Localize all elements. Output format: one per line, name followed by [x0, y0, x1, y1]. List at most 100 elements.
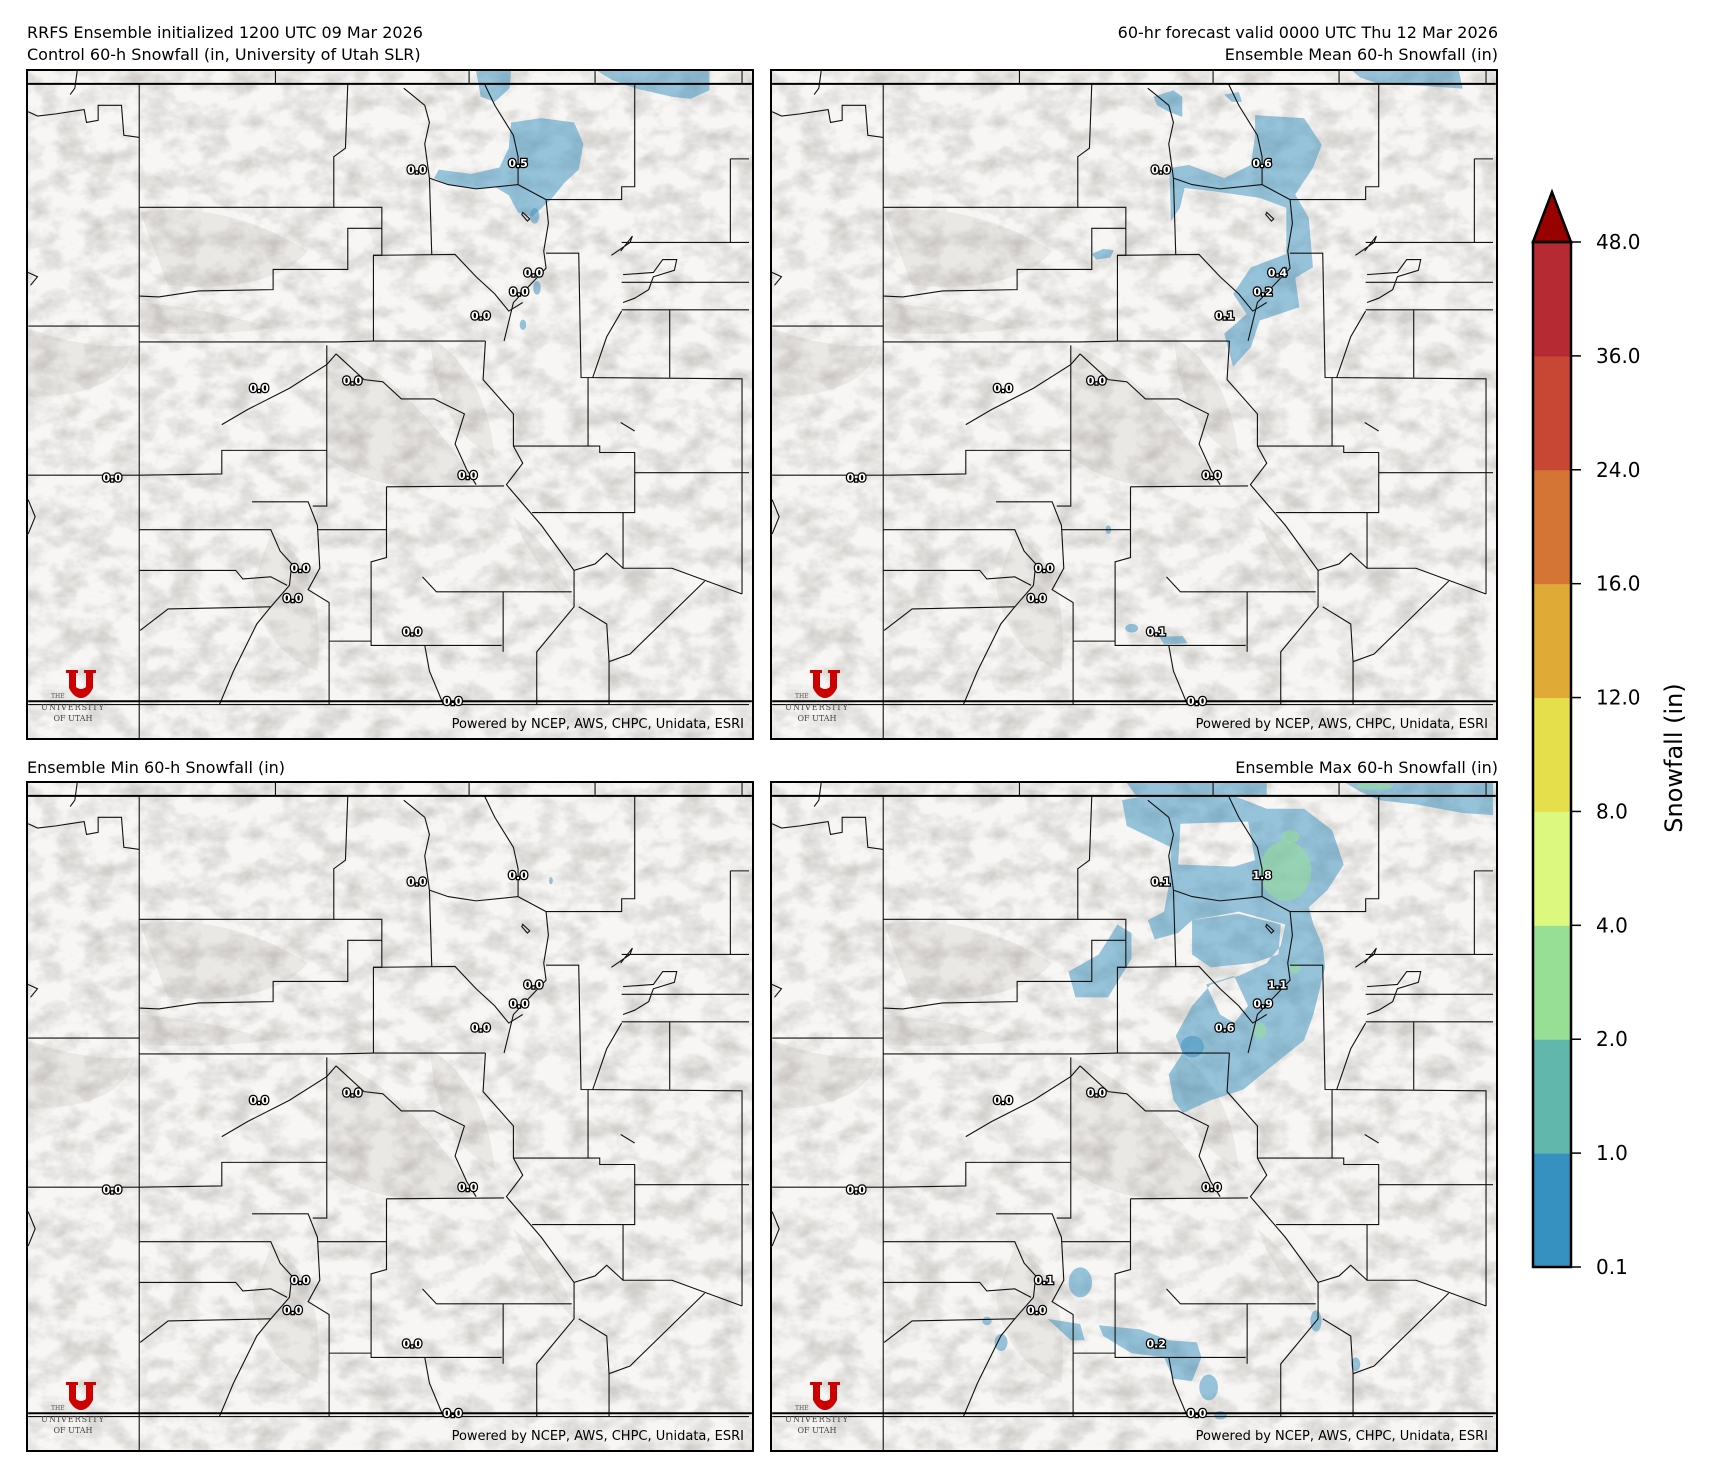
colorbar-tick-label: 0.1 — [1596, 1255, 1628, 1279]
mountain-terrain — [429, 336, 495, 457]
county-boundary — [1318, 1265, 1367, 1282]
logo-the: THE — [51, 693, 65, 700]
point-value-label: 0.1 — [1146, 626, 1165, 639]
mountain-terrain — [996, 533, 1063, 672]
county-boundary — [1337, 1023, 1366, 1089]
point-value-label: 0.2 — [1253, 286, 1272, 299]
panel-title-control: Control 60-h Snowfall (in, University of… — [27, 45, 421, 64]
block-u-icon — [810, 670, 840, 698]
county-boundary — [139, 1162, 327, 1187]
county-boundary — [574, 1265, 623, 1282]
logo-the: THE — [51, 1405, 65, 1412]
county-boundary — [611, 236, 632, 255]
county-boundary — [883, 530, 1036, 705]
snowfall-area — [434, 118, 584, 217]
county-boundary — [139, 1242, 292, 1417]
county-boundary — [1367, 1225, 1486, 1306]
county-boundary — [1367, 972, 1421, 1015]
county-boundary — [996, 1214, 1073, 1417]
point-value-label: 0.0 — [402, 626, 422, 639]
point-value-label: 0.0 — [283, 1304, 303, 1317]
county-boundary — [966, 1066, 1080, 1137]
point-value-label: 0.4 — [1268, 266, 1288, 279]
point-value-label: 0.0 — [509, 998, 529, 1011]
county-boundary — [1365, 1135, 1379, 1144]
county-boundary — [404, 88, 432, 254]
point-value-label: 0.0 — [846, 471, 866, 484]
colorbar-segment — [1533, 925, 1571, 1040]
county-boundary — [611, 948, 632, 967]
point-value-label: 0.0 — [458, 469, 478, 482]
county-boundary — [252, 1214, 329, 1417]
county-boundary — [1367, 260, 1421, 303]
point-value-label: 0.0 — [249, 1094, 269, 1107]
snowfall-area — [1169, 115, 1322, 367]
point-value-label: 0.0 — [291, 1274, 311, 1287]
point-value-label: 0.0 — [291, 562, 311, 575]
snowfall-area — [597, 71, 710, 99]
snowfall-area — [1253, 1023, 1267, 1039]
county-boundary — [772, 817, 883, 849]
colorbar-segment — [1533, 1153, 1571, 1268]
colorbar-tick-label: 1.0 — [1596, 1141, 1628, 1165]
point-value-label: 0.0 — [524, 266, 544, 279]
county-boundary — [1115, 487, 1246, 646]
county-boundary — [139, 530, 292, 705]
county-boundary — [1057, 345, 1071, 506]
county-boundary — [772, 500, 779, 534]
county-boundary — [883, 341, 1229, 342]
colorbar: 0.1 1.0 2.0 4.0 8.0 12.0 16.0 24.0 36.0 48.0 — [1531, 188, 1641, 1279]
point-value-label: 0.0 — [993, 382, 1013, 395]
logo-of-utah: OF UTAH — [797, 1426, 837, 1435]
point-value-label: 0.0 — [1087, 374, 1107, 387]
point-value-label: 0.0 — [1027, 1304, 1047, 1317]
county-boundary — [546, 84, 635, 200]
point-value-label: 0.0 — [471, 309, 491, 322]
county-boundary — [252, 502, 329, 705]
mountain-terrain — [1070, 345, 1221, 488]
point-value-label: 0.0 — [249, 382, 269, 395]
county-boundary — [593, 1023, 622, 1089]
county-boundary — [139, 940, 382, 1009]
snowfall-area — [476, 71, 512, 102]
mountain-terrain — [772, 1040, 880, 1109]
county-boundary — [883, 450, 1071, 475]
colorbar-segment — [1533, 1039, 1571, 1154]
county-boundary — [1169, 1357, 1188, 1416]
county-boundary — [1365, 423, 1379, 432]
mountain-terrain — [772, 328, 880, 397]
county-boundary — [1227, 341, 1318, 705]
snowfall-area — [533, 281, 541, 295]
county-boundary — [139, 450, 327, 475]
snowfall-area — [1125, 623, 1139, 633]
point-value-label: 0.1 — [1035, 1274, 1054, 1287]
panel-title-max: Ensemble Max 60-h Snowfall (in) — [1235, 758, 1498, 777]
point-value-label: 0.0 — [402, 1338, 422, 1351]
point-value-label: 0.1 — [1215, 309, 1234, 322]
logo-university: UNIVERSITY — [41, 1415, 105, 1424]
snowfall-area — [529, 208, 540, 224]
point-value-label: 0.6 — [1252, 157, 1272, 170]
county-boundary — [1227, 1053, 1318, 1417]
snowfall-area — [1199, 1374, 1218, 1401]
logo-the: THE — [795, 693, 809, 700]
county-boundary — [28, 105, 139, 137]
point-value-label: 0.0 — [1035, 562, 1055, 575]
point-value-label: 0.1 — [1151, 876, 1170, 889]
map-panel-min: 0.0 0.0 0.0 0.0 0.0 0.0 0.0 0.0 0.0 0.0 0.0 0.0 0.0 … — [26, 781, 754, 1452]
county-boundary — [772, 1212, 779, 1246]
snowfall-area — [1091, 248, 1114, 260]
mountain-terrain — [140, 1014, 271, 1046]
snowfall-area — [1346, 783, 1494, 816]
snowfall-area — [1280, 830, 1300, 844]
county-boundary — [425, 1357, 444, 1416]
panel-title-min: Ensemble Min 60-h Snowfall (in) — [27, 758, 286, 777]
county-boundary — [422, 577, 571, 592]
snowfall-area — [1126, 783, 1267, 796]
colorbar-tick-label: 48.0 — [1596, 230, 1641, 254]
county-boundary — [772, 984, 781, 997]
county-boundary — [593, 311, 622, 377]
county-boundary — [623, 972, 677, 1015]
county-boundary — [513, 446, 634, 512]
county-boundary — [28, 272, 37, 285]
